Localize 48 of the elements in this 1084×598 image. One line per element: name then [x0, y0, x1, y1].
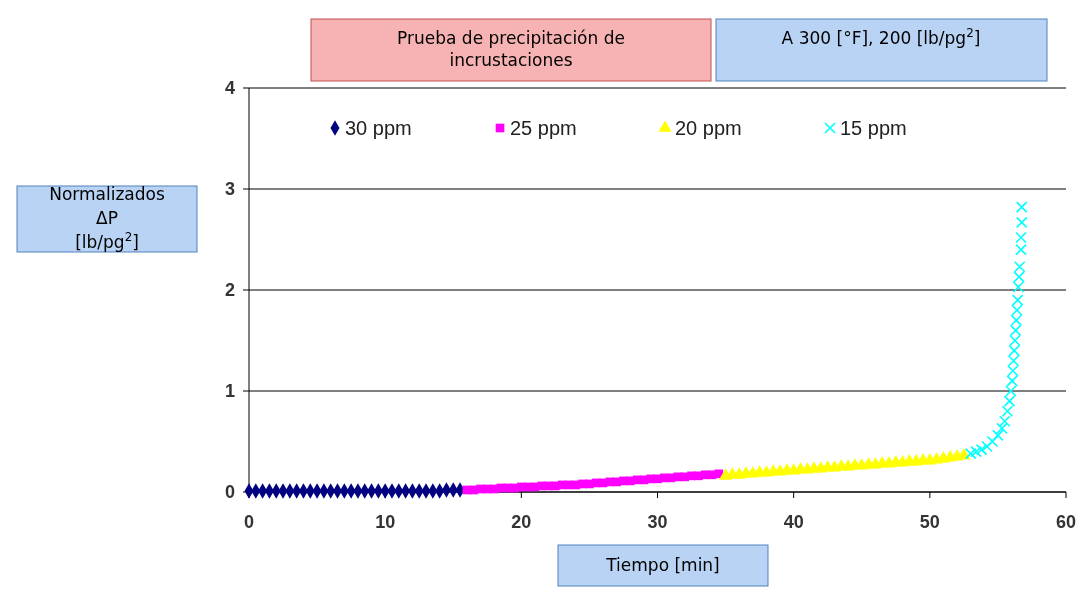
- point: [1015, 231, 1027, 244]
- point: [1007, 365, 1019, 377]
- point: [1005, 385, 1017, 397]
- point: [1011, 294, 1024, 306]
- point: [964, 447, 977, 460]
- x-tick-label: 0: [243, 512, 255, 532]
- point: [1009, 334, 1021, 347]
- x-tick-label: 10: [375, 512, 396, 532]
- point: [970, 445, 982, 458]
- y-tick-label: 0: [224, 482, 235, 503]
- point: [986, 435, 999, 448]
- y-tick-label: 1: [224, 381, 235, 402]
- point: [996, 422, 1008, 435]
- point: [1006, 375, 1019, 387]
- point: [998, 415, 1011, 428]
- chart-subtitle: A 300 [°F], 200 [lb/pg$^{2}$]: [781, 26, 981, 48]
- x-axis-title: Tiempo [min]: [605, 555, 720, 575]
- chart-title: Prueba de precipitación de incrustaciones: [397, 28, 625, 70]
- y-tick-label: 4: [224, 78, 235, 99]
- point: [714, 469, 724, 479]
- legend-label: 20 ppm: [675, 117, 742, 139]
- x-tick-label: 40: [783, 512, 804, 532]
- x-tick-label: 60: [1055, 512, 1077, 532]
- x-tick-label: 30: [647, 512, 668, 532]
- point: [1013, 260, 1026, 273]
- y-tick-label: 2: [224, 280, 235, 301]
- y-axis-title: Normalizados ΔP [lb/pg$^{2}$]: [49, 184, 165, 252]
- point: [981, 440, 993, 453]
- point: [1015, 216, 1028, 229]
- point: [1009, 324, 1022, 337]
- point: [1008, 344, 1021, 357]
- point: [975, 443, 988, 456]
- point: [1015, 243, 1027, 256]
- point: [1011, 304, 1023, 316]
- point: [1010, 314, 1023, 327]
- point: [1012, 281, 1025, 293]
- point: [1015, 201, 1028, 213]
- point: [1001, 405, 1014, 417]
- x-tick-label: 20: [511, 512, 532, 532]
- legend-label: 25 ppm: [510, 117, 577, 139]
- point: [1013, 271, 1025, 283]
- y-tick-label: 3: [224, 179, 235, 200]
- point: [1007, 354, 1020, 367]
- x-tick-label: 50: [919, 512, 940, 532]
- legend-label: 15 ppm: [840, 117, 907, 139]
- legend-label: 30 ppm: [345, 117, 412, 139]
- point: [1003, 395, 1016, 407]
- point: [992, 429, 1004, 442]
